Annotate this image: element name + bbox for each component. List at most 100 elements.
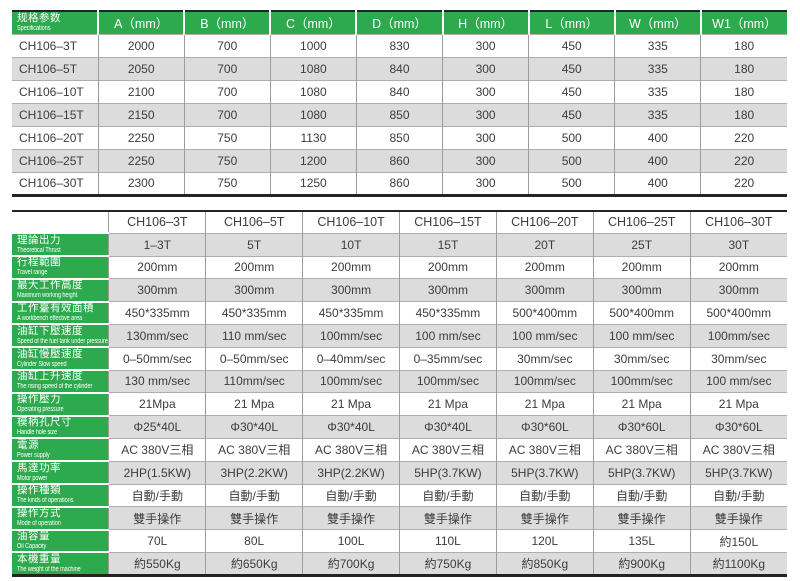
dimension-value: 1080 [269, 56, 357, 80]
spec-value: 100mm/sec [302, 369, 400, 393]
table-row: 模柄孔尺寸 Handle hole size Φ25*40L Φ30*40L Φ30*4… [12, 414, 787, 439]
spec-value: 200mm [495, 255, 594, 279]
dimension-value: 1080 [269, 102, 357, 126]
spec-value: 100 mm/sec [689, 369, 787, 393]
model-header: CH106–3T [108, 210, 206, 234]
spec-value: 0–50mm/sec [205, 346, 303, 371]
spec-label-en: A workbench effective area [17, 315, 83, 323]
table-row: 油缸慢壓速度 Cylinder Slow speed 0–50mm/sec 0–50m… [12, 346, 787, 371]
dimension-value: 400 [614, 125, 701, 149]
spec-value: 21 Mpa [302, 392, 400, 416]
spec-value: 130 mm/sec [108, 369, 206, 393]
dimension-value: 450 [528, 33, 615, 57]
spec-value: 120L [495, 529, 594, 553]
spec-value: Φ30*60L [495, 415, 594, 439]
spec-value: AC 380V三相 [495, 437, 594, 462]
model-header: CH106–5T [205, 210, 303, 234]
spec-value: 100 mm/sec [495, 323, 594, 348]
spec-label: 工作臺有效面積 A workbench effective area [12, 300, 109, 325]
dimension-value: 2250 [97, 148, 185, 172]
spec-label-zh: 行程範圍 [17, 256, 61, 269]
spec-label-en: Handle hole size [17, 429, 58, 437]
spec-value: 雙手操作 [205, 506, 303, 530]
specifications-header: 规格参数 Specifications [12, 210, 109, 234]
spec-value: Φ30*40L [205, 415, 303, 439]
spec-value: 500*400mm [689, 301, 787, 325]
table-row: 工作臺有效面積 A workbench effective area 450*335… [12, 300, 787, 325]
spec-label-en: The kinds of operations [17, 497, 74, 505]
dimension-value: 850 [355, 125, 443, 149]
dimensions-table: 规格参数 Specifications A（mm） B（mm） C（mm） D（mm）… [12, 10, 787, 197]
table-row: 操作種類 The kinds of operations 自動/手動 自動/手動 自動/… [12, 483, 787, 507]
table-row: CH106–30T 2300 750 1250 860 300 500 400 220 [12, 171, 787, 195]
table-row: CH106–20T 2250 750 1130 850 300 500 400 220 [12, 125, 787, 149]
spec-label: 操作方式 Mode of operation [12, 505, 109, 530]
spec-label-zh: 操作種類 [17, 484, 61, 497]
dimension-value: 180 [700, 79, 787, 103]
spec-value: 約550Kg [108, 551, 206, 576]
spec-value: 自動/手動 [689, 483, 787, 507]
dimension-value: 300 [442, 33, 529, 57]
table-row: 行程範圍 Travel range 200mm 200mm 200mm 200mm 200m… [12, 255, 787, 279]
dimension-value: 2100 [97, 79, 185, 103]
spec-value: 0–35mm/sec [399, 346, 497, 371]
spec-value: 135L [592, 529, 691, 553]
spec-value: 雙手操作 [108, 506, 206, 530]
spec-value: AC 380V三相 [592, 437, 691, 462]
spec-value: 21 Mpa [592, 392, 691, 416]
dimensions-table-body: CH106–3T 2000 700 1000 830 300 450 335 180 CH106–… [12, 33, 787, 195]
spec-value: 5HP(3.7KW) [399, 460, 497, 485]
spec-value: Φ30*60L [592, 415, 691, 439]
spec-value: 約850Kg [495, 551, 594, 576]
spec-value: 雙手操作 [399, 506, 497, 530]
spec-value: 0–40mm/sec [302, 346, 400, 371]
spec-label-en: The weight of the machine [17, 565, 81, 573]
spec-value: 500*400mm [592, 301, 691, 325]
dimension-value: 180 [700, 33, 787, 57]
spec-value: 200mm [399, 255, 497, 279]
spec-value: 500*400mm [495, 301, 594, 325]
specifications-label-en: Specifications [17, 24, 51, 32]
spec-value: 約700Kg [302, 551, 400, 576]
spec-label-zh: 油缸下壓速度 [17, 324, 83, 337]
dimension-value: 830 [355, 33, 443, 57]
spec-value: 自動/手動 [108, 483, 206, 507]
specifications-header: 规格参数 Specifications [12, 11, 99, 34]
spec-label-zh: 油缸慢壓速度 [17, 347, 83, 360]
spec-value: 450*335mm [205, 301, 303, 325]
dimension-value: 335 [614, 33, 701, 57]
model-header: CH106–20T [495, 210, 594, 234]
dimension-value: 300 [442, 102, 529, 126]
spec-label: 油缸上升速度 The rising speed of the cylinder [12, 369, 109, 393]
spec-value: 雙手操作 [302, 506, 400, 530]
dimension-value: 750 [183, 125, 271, 149]
spec-value: 450*335mm [302, 301, 400, 325]
model-header: CH106–25T [592, 210, 691, 234]
spec-value: 自動/手動 [592, 483, 691, 507]
spec-value: 80L [205, 529, 303, 553]
dimension-value: 300 [442, 56, 529, 80]
spec-value: 21Mpa [108, 392, 206, 416]
spec-value: 30mm/sec [592, 346, 691, 371]
model-name: CH106–10T [12, 79, 99, 103]
dimension-value: 300 [442, 171, 529, 195]
dimension-value: 300 [442, 148, 529, 172]
table-row: 最大工作高度 Maximum working height 300mm 300mm 30… [12, 277, 787, 302]
spec-label: 操作壓力 Operating pressure [12, 391, 109, 416]
spec-label-en: Operating pressure [17, 406, 64, 414]
spec-value: AC 380V三相 [108, 437, 206, 462]
dimension-value: 335 [614, 102, 701, 126]
spec-label-zh: 油容量 [17, 530, 50, 543]
spec-value: 5HP(3.7KW) [592, 460, 691, 485]
spec-label: 行程範圍 Travel range [12, 255, 109, 279]
spec-label-zh: 油缸上升速度 [17, 370, 83, 383]
dimension-value: 500 [528, 171, 615, 195]
spec-value: Φ30*60L [689, 415, 787, 439]
spec-value: 300mm [399, 278, 497, 302]
dimension-value: 2000 [97, 33, 185, 57]
table-row: 油缸上升速度 The rising speed of the cylinder 13… [12, 369, 787, 393]
spec-label: 油缸慢壓速度 Cylinder Slow speed [12, 346, 109, 371]
dimension-value: 840 [355, 56, 443, 80]
spec-value: 自動/手動 [302, 483, 400, 507]
dimension-value: 220 [700, 171, 787, 195]
